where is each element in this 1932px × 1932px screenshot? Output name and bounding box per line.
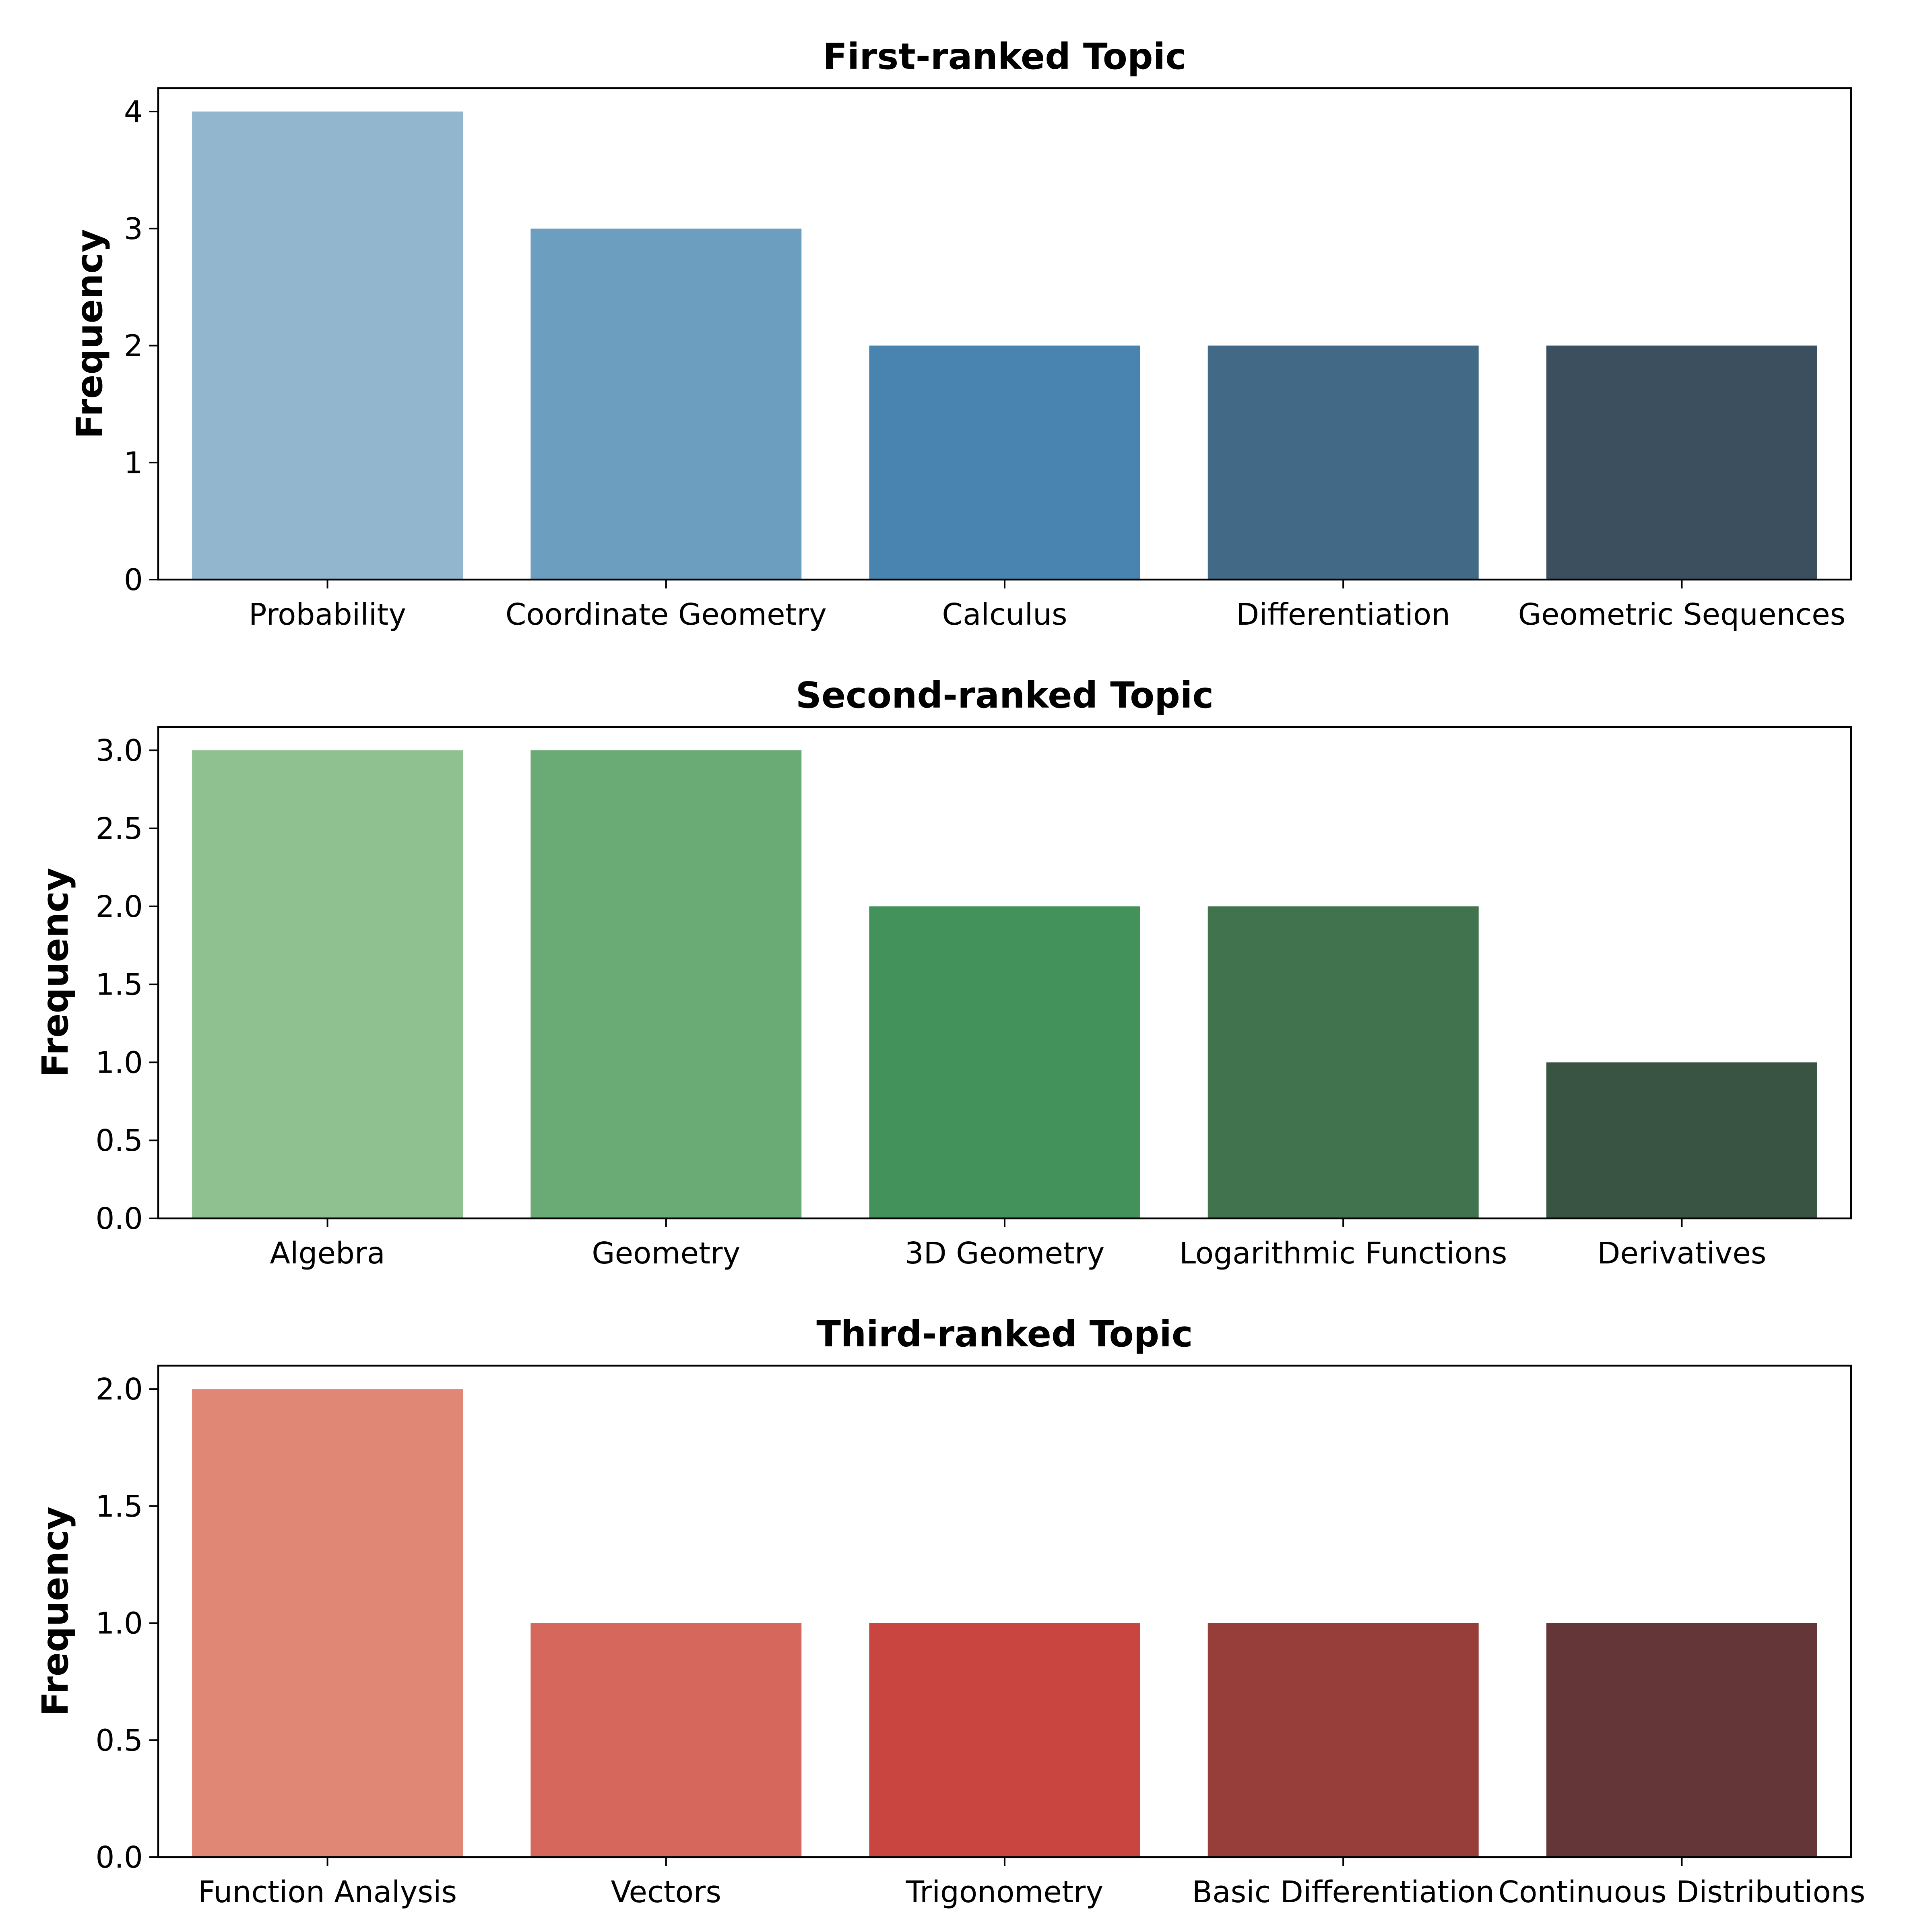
- x-tick-label: Calculus: [942, 597, 1067, 632]
- bar-3-1: [192, 1389, 463, 1857]
- y-axis-label: Frequency: [34, 868, 76, 1077]
- y-tick-label: 0.0: [95, 1201, 143, 1236]
- y-tick-label: 2.0: [95, 890, 143, 924]
- x-tick-label: Basic Differentiation: [1192, 1875, 1494, 1909]
- bar-3-2: [530, 1623, 802, 1857]
- y-tick-label: 0: [124, 563, 143, 597]
- x-tick-label: Function Analysis: [198, 1875, 457, 1909]
- bar-2-4: [1208, 906, 1479, 1218]
- bar-1-2: [530, 228, 802, 580]
- x-tick-label: Geometric Sequences: [1518, 597, 1846, 632]
- chart-title: Third-ranked Topic: [816, 1313, 1193, 1355]
- bar-1-1: [192, 111, 463, 580]
- y-tick-label: 0.5: [95, 1123, 143, 1158]
- x-tick-label: Logarithmic Functions: [1179, 1236, 1507, 1271]
- bar-1-3: [869, 345, 1140, 580]
- y-tick-label: 0.0: [95, 1840, 143, 1875]
- y-tick-label: 1: [124, 446, 143, 480]
- chart-panel-1: 0 1 2 3 4 Probability Coordinate Geometry Calcu…: [68, 35, 1852, 632]
- y-axis-label: Frequency: [34, 1507, 76, 1716]
- y-tick-label: 3: [124, 212, 143, 246]
- x-tick-label: Differentiation: [1236, 597, 1450, 632]
- y-tick-label: 2.5: [95, 811, 143, 846]
- x-tick-label: Derivatives: [1597, 1236, 1766, 1271]
- y-tick-label: 0.5: [95, 1723, 143, 1758]
- x-tick-label: Probability: [249, 597, 406, 632]
- chart-panel-2: 0.0 0.5 1.0 1.5 2.0 2.5 3.0 Algebra Geometry 3D G…: [34, 674, 1852, 1271]
- bar-3-4: [1208, 1623, 1479, 1857]
- y-tick-label: 3.0: [95, 733, 143, 768]
- bar-1-5: [1546, 345, 1817, 580]
- bar-1-4: [1208, 345, 1479, 580]
- chart-title: First-ranked Topic: [823, 35, 1187, 77]
- y-tick-label: 2: [124, 329, 143, 363]
- y-tick-label: 1.5: [95, 1489, 143, 1524]
- y-tick-label: 2.0: [95, 1372, 143, 1407]
- y-tick-label: 1.0: [95, 1606, 143, 1641]
- bar-2-1: [192, 750, 463, 1218]
- x-tick-label: Trigonometry: [906, 1875, 1104, 1909]
- bar-2-3: [869, 906, 1140, 1218]
- bar-2-2: [530, 750, 802, 1218]
- x-tick-label: Coordinate Geometry: [506, 597, 827, 632]
- x-tick-label: 3D Geometry: [905, 1236, 1105, 1271]
- y-axis-label: Frequency: [68, 229, 110, 439]
- x-tick-label: Geometry: [592, 1236, 740, 1271]
- bar-3-3: [869, 1623, 1140, 1857]
- y-tick-label: 1.5: [95, 968, 143, 1002]
- y-tick-label: 1.0: [95, 1045, 143, 1080]
- chart-title: Second-ranked Topic: [796, 674, 1214, 716]
- chart-panel-3: 0.0 0.5 1.0 1.5 2.0 Function Analysis Vectors T…: [34, 1313, 1865, 1909]
- x-tick-label: Vectors: [611, 1875, 721, 1909]
- y-tick-label: 4: [124, 95, 143, 129]
- bar-2-5: [1546, 1062, 1817, 1218]
- bar-3-5: [1546, 1623, 1817, 1857]
- x-tick-label: Continuous Distributions: [1499, 1875, 1866, 1909]
- x-tick-label: Algebra: [270, 1236, 385, 1271]
